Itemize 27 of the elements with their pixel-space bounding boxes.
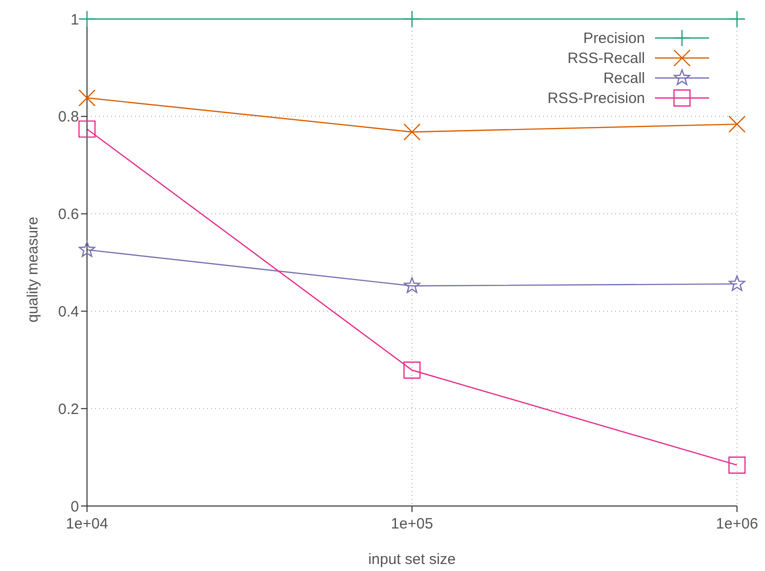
y-tick-label: 0.4	[58, 304, 79, 321]
y-tick-label: 0.2	[58, 400, 79, 418]
point	[403, 123, 421, 141]
y-tick-label: 0	[70, 498, 79, 516]
y-tick-label: 1	[70, 11, 79, 28]
point	[78, 10, 96, 28]
point	[78, 120, 96, 138]
x-tick-label: 1e+06	[716, 516, 758, 533]
point	[78, 89, 96, 106]
legend-label: RSS-Recall	[567, 50, 645, 67]
point	[78, 241, 96, 257]
point	[728, 275, 746, 291]
y-axis-title: quality measure	[24, 216, 42, 322]
x-axis-title: input set size	[368, 551, 456, 568]
x-tick-label: 1e+04	[66, 516, 108, 533]
point	[728, 116, 746, 133]
point	[403, 362, 421, 379]
legend-label: RSS-Precision	[547, 90, 645, 107]
x-tick-label: 1e+05	[390, 516, 434, 533]
legend-label: Precision	[583, 30, 645, 47]
legend-label: Recall	[603, 70, 645, 87]
y-tick-label: 0.8	[58, 108, 79, 126]
point	[403, 10, 421, 28]
point	[728, 456, 746, 474]
point	[404, 277, 420, 293]
point	[728, 10, 746, 28]
y-tick-label: 0.6	[58, 206, 79, 224]
